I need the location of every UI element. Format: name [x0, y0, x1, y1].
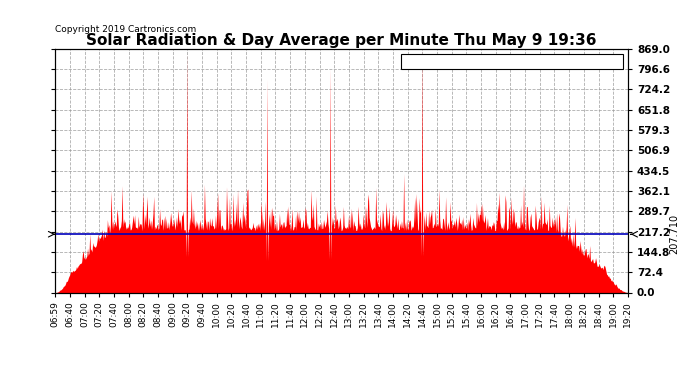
Text: 207.710: 207.710: [0, 214, 3, 254]
Text: Copyright 2019 Cartronics.com: Copyright 2019 Cartronics.com: [55, 25, 197, 34]
Title: Solar Radiation & Day Average per Minute Thu May 9 19:36: Solar Radiation & Day Average per Minute…: [86, 33, 597, 48]
Legend: Median (w/m2), Radiation (w/m2): Median (w/m2), Radiation (w/m2): [401, 54, 623, 69]
Text: 207.710: 207.710: [669, 214, 680, 254]
